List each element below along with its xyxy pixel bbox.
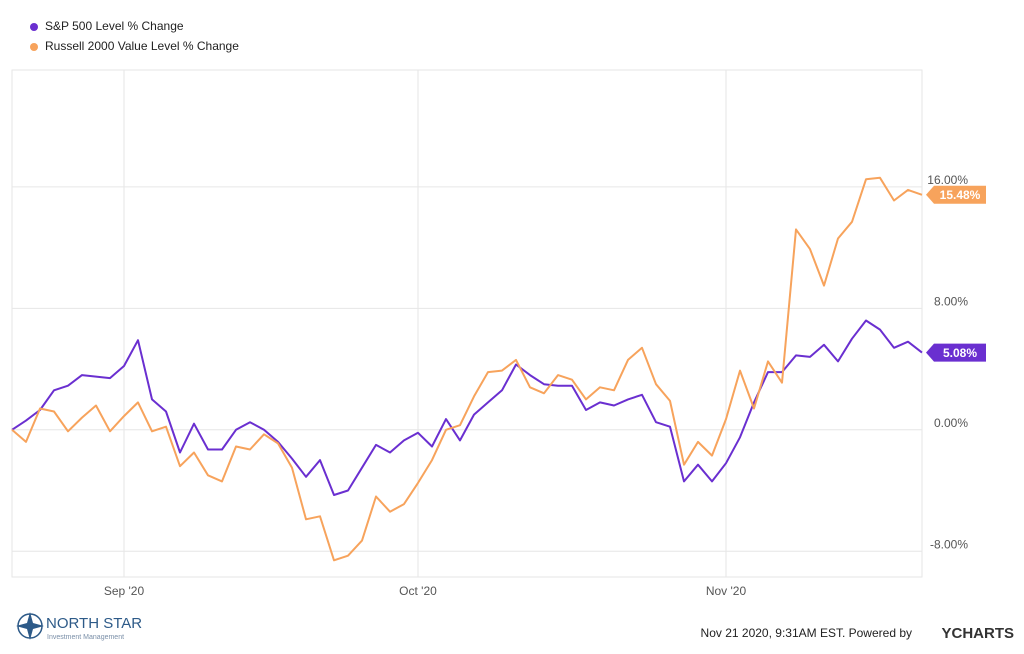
- logo-sub: Investment Management: [47, 634, 124, 641]
- y-tick-label: 8.00%: [934, 294, 968, 308]
- y-tick-label: -8.00%: [930, 537, 968, 551]
- end-label-box: [926, 343, 986, 362]
- timestamp: Nov 21 2020, 9:31AM EST. Powered by: [701, 626, 912, 640]
- series-line: [11, 176, 923, 562]
- legend-label: Russell 2000 Value Level % Change: [45, 39, 239, 53]
- end-label-box: [926, 185, 986, 204]
- legend-label: S&P 500 Level % Change: [45, 19, 184, 33]
- x-tick-label: Oct '20: [399, 584, 437, 598]
- series-line: [11, 319, 923, 496]
- end-label: 15.48%: [926, 185, 986, 204]
- end-label: 5.08%: [926, 343, 986, 362]
- logo-name: NORTH STAR: [46, 615, 142, 632]
- y-tick-label: 16.00%: [927, 173, 968, 187]
- legend-marker: [30, 23, 38, 31]
- end-label-text: 15.48%: [940, 188, 981, 202]
- plot-border: [11, 69, 923, 578]
- logo: NORTH STAR Investment Management: [16, 612, 142, 641]
- x-tick-label: Sep '20: [104, 584, 145, 598]
- legend-marker: [30, 43, 38, 51]
- x-tick-label: Nov '20: [706, 584, 747, 598]
- brand: YCHARTS: [941, 625, 1014, 642]
- end-label-text: 5.08%: [943, 346, 977, 360]
- y-tick-label: 0.00%: [934, 416, 968, 430]
- logo-star: [16, 612, 44, 640]
